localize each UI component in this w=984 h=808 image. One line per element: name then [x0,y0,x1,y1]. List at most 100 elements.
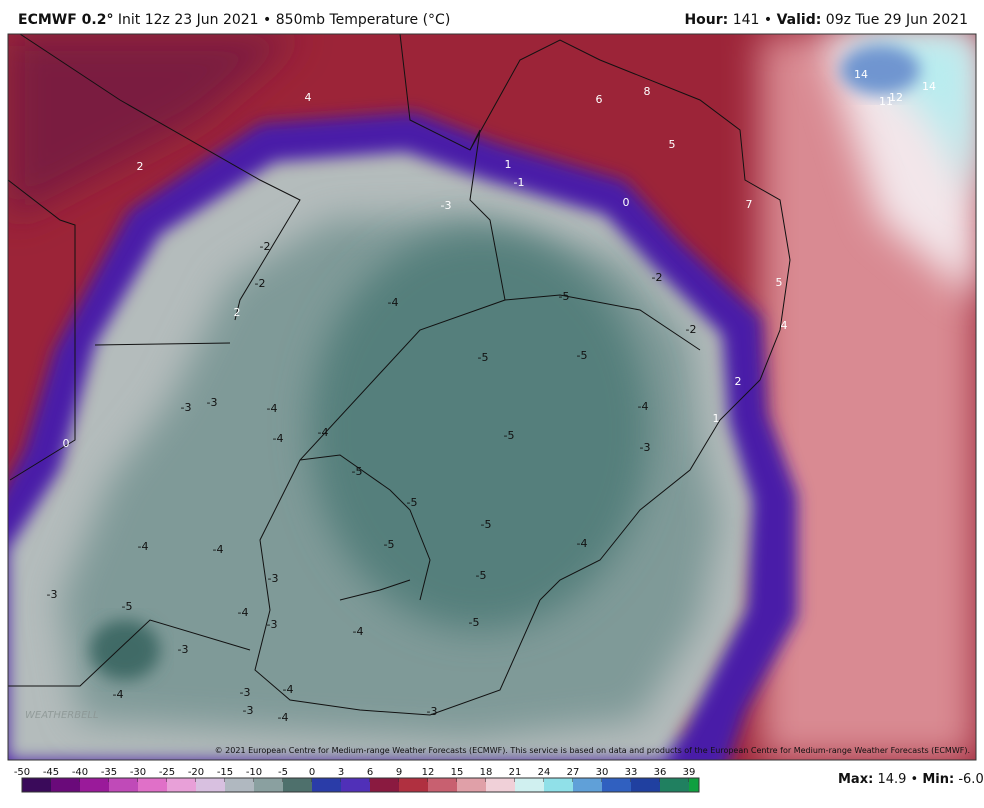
contour-label: -4 [388,296,399,309]
contour-label: -4 [238,606,249,619]
max: 14.9 [877,772,906,787]
contour-label: 2 [234,306,241,319]
contour-label: -5 [122,600,133,613]
colorbar-tick-label: 33 [625,767,638,778]
colorbar-tick-label: -15 [217,767,233,778]
contour-label: -5 [481,518,492,531]
contour-label: -4 [267,402,278,415]
contour-label: 1 [713,412,720,425]
colorbar-swatch [80,778,109,792]
contour-label: 7 [746,198,753,211]
contour-label: -4 [353,625,364,638]
colorbar-tick-label: -45 [43,767,59,778]
contour-label: -3 [640,441,651,454]
colorbar-tick-label: 15 [451,767,464,778]
colorbar-swatch [370,778,399,792]
colorbar-tick-label: -50 [14,767,30,778]
init: Init 12z 23 Jun 2021 [117,12,259,28]
contour-label: 0 [623,196,630,209]
colorbar-tick-label: -40 [72,767,88,778]
contour-label: -4 [113,688,124,701]
colorbar-tick-label: 30 [596,767,609,778]
contour-label: -3 [427,705,438,718]
contour-label: 11 [879,95,893,108]
colorbar-swatch [631,778,660,792]
contour-label: -5 [476,569,487,582]
colorbar-tick-label: 3 [338,767,344,778]
colorbar-tick-label: 24 [538,767,551,778]
contour-label: -5 [407,496,418,509]
colorbar-tick-label: 0 [309,767,315,778]
contour-label: 1 [505,158,512,171]
contour-label: -4 [638,400,649,413]
colorbar-tick-label: -10 [246,767,262,778]
contour-label: -5 [478,351,489,364]
contour-label: -2 [255,277,266,290]
colorbar-tick-label: -20 [188,767,204,778]
colorbar-swatch [486,778,515,792]
colorbar-frame [21,777,700,793]
contour-label: 8 [644,85,651,98]
colorbar-swatch [341,778,370,792]
footer: Max: 14.9 • Min: -6.0 [838,772,984,787]
sep: • [263,12,272,28]
contour-label: 12 [889,91,903,104]
borders [8,34,791,716]
contour-label: 5 [776,276,783,289]
colorbar-tick-label: 12 [422,767,435,778]
contour-label: 6 [596,93,603,106]
contour-label: -3 [240,686,251,699]
hour-label: Hour: [684,12,729,28]
contour-label: 4 [781,319,788,332]
min-label: Min: [922,772,954,787]
colorbar-swatch [109,778,138,792]
colorbar-swatch [254,778,283,792]
colorbar-swatch [544,778,573,792]
colorbar-swatch [196,778,225,792]
logo: WEATHERBELL [25,710,99,721]
contour-label: -4 [318,426,329,439]
header-right: Hour: 141 • Valid: 09z Tue 29 Jun 2021 [684,12,968,28]
colorbar-tick-label: -30 [130,767,146,778]
contour-label: -3 [47,588,58,601]
field: 850mb Temperature (°C) [275,12,451,28]
contour-label: 2 [137,160,144,173]
colorbar-tick-label: 36 [654,767,667,778]
colorbar-tick-label: 21 [509,767,522,778]
colorbar-tick-label: 18 [480,767,493,778]
contour-label: -3 [178,643,189,656]
colorbar-swatch [283,778,312,792]
colorbar-swatch [457,778,486,792]
contour-label: -3 [207,396,218,409]
contour-label: 0 [63,437,70,450]
colorbar-tick-label: 9 [396,767,402,778]
contour-label: 2 [735,375,742,388]
colorbar: -50 -45 -40 -35 -30 -25 -20 -15 -10 -5 0 3 6 9 12 15 18 2… [14,767,700,793]
contour-label: -2 [260,240,271,253]
contour-label: 14 [922,80,936,93]
sep: • [911,772,919,787]
copyright: © 2021 European Centre for Medium-range … [215,746,970,755]
colorbar-swatch [51,778,80,792]
max-label: Max: [838,772,873,787]
valid-label: Valid: [776,12,822,28]
contour-label: -5 [577,349,588,362]
contour-label: -4 [138,540,149,553]
colorbar-swatch [573,778,602,792]
model: ECMWF 0.2° [18,12,114,28]
colorbar-swatch [138,778,167,792]
colorbar-swatch [312,778,341,792]
contour-label: -3 [267,618,278,631]
contour-label: -3 [243,704,254,717]
header-left: ECMWF 0.2° Init 12z 23 Jun 2021 • 850mb … [18,12,450,28]
contour-label: -2 [686,323,697,336]
colorbar-swatch [399,778,428,792]
valid: 09z Tue 29 Jun 2021 [825,12,968,28]
contour-label: -2 [652,271,663,284]
contour-label: 4 [305,91,312,104]
colorbar-swatch [660,778,689,792]
